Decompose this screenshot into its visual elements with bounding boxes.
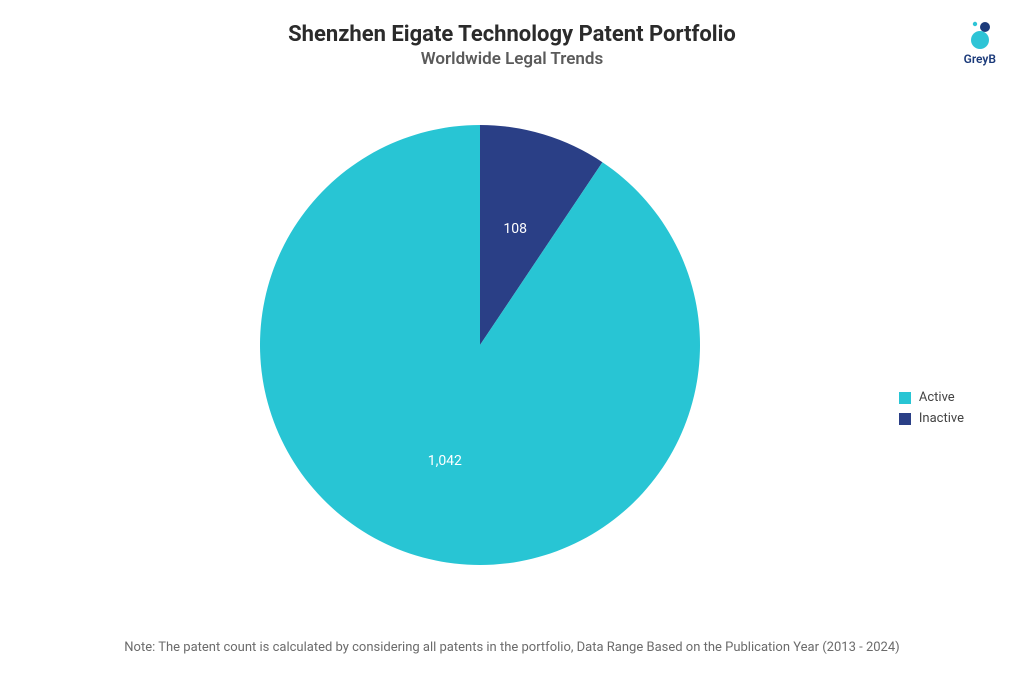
chart-subtitle: Worldwide Legal Trends (0, 49, 1024, 69)
chart-area: 108 1,042 Active Inactive (0, 100, 1024, 600)
pie-chart: 108 1,042 (260, 125, 700, 565)
legend-label: Inactive (919, 411, 964, 426)
title-block: Shenzhen Eigate Technology Patent Portfo… (0, 22, 1024, 69)
legend-swatch (899, 413, 911, 425)
pie-slice-active (260, 125, 700, 565)
legend-item-active: Active (899, 390, 964, 405)
slice-label-inactive: 108 (503, 221, 527, 237)
legend-label: Active (919, 390, 955, 405)
legend: Active Inactive (899, 390, 964, 426)
slice-label-active: 1,042 (428, 453, 462, 469)
legend-item-inactive: Inactive (899, 411, 964, 426)
chart-title: Shenzhen Eigate Technology Patent Portfo… (0, 22, 1024, 47)
footnote: Note: The patent count is calculated by … (0, 640, 1024, 655)
chart-container: GreyB Shenzhen Eigate Technology Patent … (0, 0, 1024, 683)
legend-swatch (899, 392, 911, 404)
pie-svg (260, 125, 700, 565)
